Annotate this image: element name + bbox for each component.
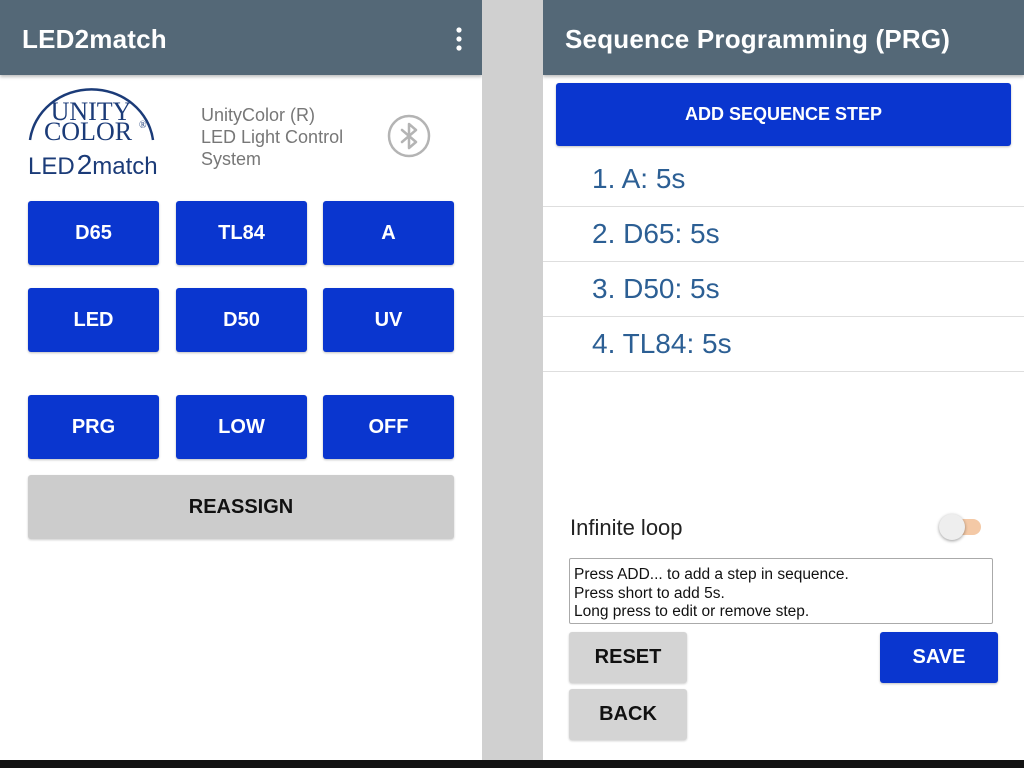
tl84-button[interactable]: TL84 [176,201,307,265]
prg-button[interactable]: PRG [28,395,159,459]
d50-button[interactable]: D50 [176,288,307,352]
sequence-step-item[interactable]: 4. TL84: 5s [543,317,1024,372]
off-button[interactable]: OFF [323,395,454,459]
led-button[interactable]: LED [28,288,159,352]
reset-button[interactable]: RESET [569,632,687,683]
toggle-knob [939,514,965,540]
infinite-loop-label: Infinite loop [570,515,683,540]
bottom-edge [0,760,1024,768]
low-button[interactable]: LOW [176,395,307,459]
subtitle-line: UnityColor (R) [201,105,316,125]
subtitle-line: System [201,149,262,169]
overflow-menu-icon[interactable] [454,26,464,52]
back-button[interactable]: BACK [569,689,687,740]
instruction-line: Press ADD... to add a step in sequence. [574,566,849,583]
logo-unity-text: UNITY [51,97,132,126]
sequence-programming-screen: Sequence Programming (PRG) ADD SEQUENCE … [543,0,1024,760]
page-title: Sequence Programming (PRG) [565,24,951,54]
sequence-step-item[interactable]: 1. A: 5s [543,152,1024,207]
uv-button[interactable]: UV [323,288,454,352]
app-bar: LED2match [0,0,482,75]
bluetooth-icon[interactable] [386,113,432,159]
sequence-step-item[interactable]: 3. D50: 5s [543,262,1024,317]
system-description: UnityColor (R) LED Light Control System [201,104,371,170]
logo-led2match-text: LED2match [28,149,158,180]
reassign-button[interactable]: REASSIGN [28,475,454,539]
subtitle-line: LED Light Control [201,127,344,147]
logo-color-text: COLOR [44,117,133,146]
instructions-text-area[interactable]: Press ADD... to add a step in sequence. … [569,558,993,624]
app-bar: Sequence Programming (PRG) [543,0,1024,75]
a-button[interactable]: A [323,201,454,265]
save-button[interactable]: SAVE [880,632,998,683]
logo-registered-mark: ® [139,120,147,131]
instruction-line: Press short to add 5s. [574,584,725,602]
sequence-step-item[interactable]: 2. D65: 5s [543,207,1024,262]
sequence-step-list: 1. A: 5s 2. D65: 5s 3. D50: 5s 4. TL84: … [543,152,1024,372]
add-sequence-step-button[interactable]: ADD SEQUENCE STEP [556,83,1011,146]
d65-button[interactable]: D65 [28,201,159,265]
unitycolor-logo: UNITY COLOR ® LED2match [25,80,160,180]
infinite-loop-toggle[interactable] [939,514,985,540]
app-title: LED2match [22,24,167,54]
main-screen: LED2match UNITY COLOR ® LED2match UnityC… [0,0,482,760]
instruction-line: Long press to edit or remove step. [574,603,810,620]
